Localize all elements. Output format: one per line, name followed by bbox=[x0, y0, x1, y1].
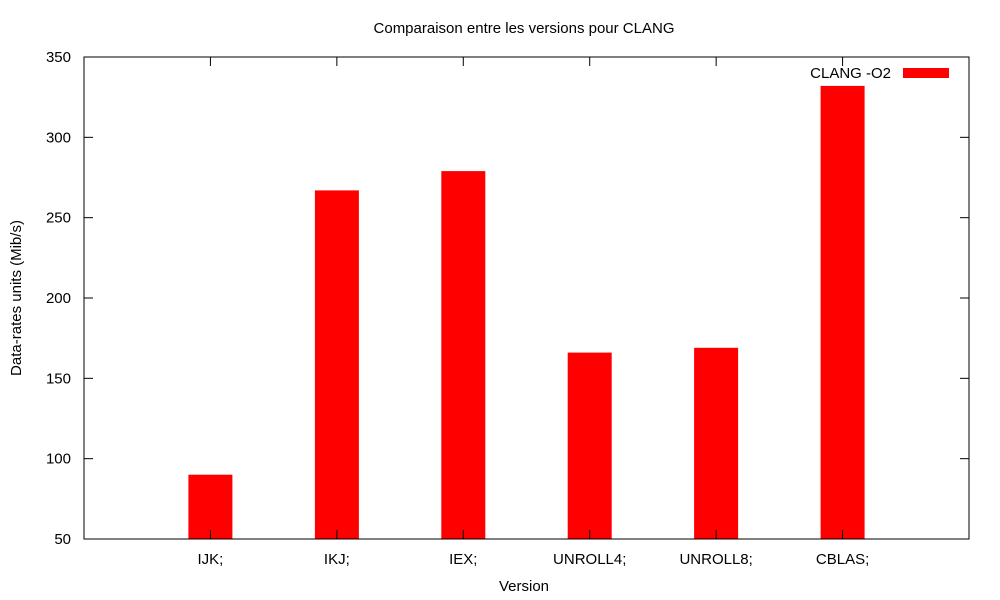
plot-area: 50 100 150 200 250 300 350 IJK; IKJ; IEX; UNROLL4;… bbox=[46, 49, 970, 568]
bar-iex bbox=[441, 171, 486, 539]
x-tick-label: IKJ; bbox=[324, 551, 350, 568]
y-tick-label: 150 bbox=[46, 370, 71, 387]
bar-unroll4 bbox=[567, 352, 612, 539]
chart-title: Comparaison entre les versions pour CLAN… bbox=[374, 20, 675, 37]
y-tick-label: 250 bbox=[46, 210, 71, 227]
bar-unroll8 bbox=[694, 347, 739, 539]
legend: CLANG -O2 bbox=[810, 65, 949, 82]
y-axis-label: Data-rates units (Mib/s) bbox=[8, 220, 25, 376]
x-tick-label: UNROLL4; bbox=[553, 551, 626, 568]
x-tick-label: IEX; bbox=[449, 551, 477, 568]
x-tick-label: UNROLL8; bbox=[679, 551, 752, 568]
y-tick-label: 350 bbox=[46, 49, 71, 66]
bar-ikj bbox=[314, 190, 359, 539]
y-tick-label: 100 bbox=[46, 451, 71, 468]
x-axis-label: Version bbox=[499, 578, 549, 595]
x-tick-label: CBLAS; bbox=[816, 551, 869, 568]
y-tick-label: 300 bbox=[46, 129, 71, 146]
legend-label: CLANG -O2 bbox=[810, 65, 891, 82]
y-tick-label: 200 bbox=[46, 290, 71, 307]
x-tick-label: IJK; bbox=[198, 551, 224, 568]
bar-cblas bbox=[820, 85, 865, 540]
legend-swatch bbox=[903, 68, 949, 78]
bar-ijk bbox=[188, 474, 233, 539]
y-tick-label: 50 bbox=[54, 531, 71, 548]
